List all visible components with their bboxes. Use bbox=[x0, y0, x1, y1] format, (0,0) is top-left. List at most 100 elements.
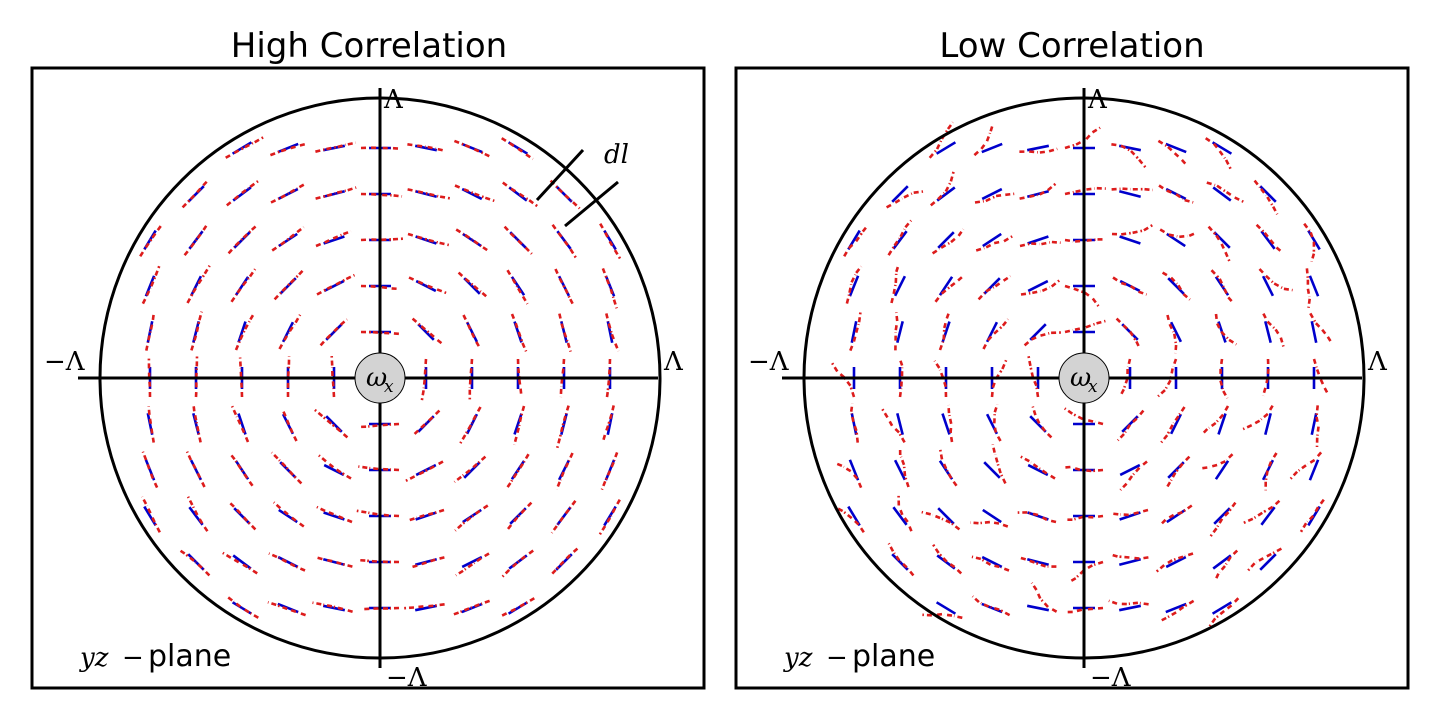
perturbed-segment bbox=[949, 434, 954, 443]
perturbed-segment bbox=[607, 323, 613, 333]
perturbed-segment bbox=[1169, 472, 1177, 482]
perturbed-segment bbox=[1068, 577, 1077, 584]
perturbed-segment bbox=[570, 547, 579, 555]
reference-segment bbox=[1029, 323, 1047, 341]
perturbed-segment bbox=[465, 424, 473, 434]
perturbed-segment bbox=[459, 434, 467, 444]
perturbed-segment bbox=[240, 469, 249, 479]
perturbed-segment bbox=[455, 569, 464, 577]
perturbed-segment bbox=[249, 312, 256, 321]
perturbed-segment bbox=[852, 518, 860, 526]
perturbed-segment bbox=[417, 280, 427, 287]
perturbed-segment bbox=[1144, 187, 1153, 192]
perturbed-segment bbox=[1183, 455, 1191, 464]
perturbed-segment bbox=[285, 467, 294, 476]
perturbed-segment bbox=[468, 379, 472, 388]
perturbed-segment bbox=[907, 523, 913, 532]
perturbed-segment bbox=[222, 551, 232, 559]
perturbed-segment bbox=[1041, 286, 1051, 292]
perturbed-segment bbox=[1222, 405, 1230, 414]
perturbed-segment bbox=[473, 148, 484, 155]
perturbed-segment bbox=[1050, 279, 1061, 288]
perturbed-segment bbox=[312, 601, 322, 606]
perturbed-segment bbox=[601, 434, 607, 443]
perturbed-segment bbox=[1084, 564, 1093, 571]
perturbed-segment bbox=[236, 286, 243, 294]
perturbed-segment bbox=[1138, 290, 1148, 296]
perturbed-segment bbox=[197, 274, 205, 285]
perturbed-segment bbox=[1204, 137, 1213, 144]
perturbed-segment bbox=[481, 292, 489, 299]
perturbed-segment bbox=[985, 132, 992, 142]
perturbed-segment bbox=[278, 459, 287, 468]
perturbed-segment bbox=[572, 201, 581, 210]
perturbed-segment bbox=[913, 190, 924, 194]
perturbed-segment bbox=[950, 280, 958, 288]
perturbed-segment bbox=[240, 514, 249, 522]
perturbed-segment bbox=[1035, 416, 1041, 424]
perturbed-segment bbox=[202, 222, 209, 231]
perturbed-segment bbox=[1119, 388, 1125, 397]
reference-segment bbox=[1118, 190, 1142, 198]
perturbed-segment bbox=[227, 246, 236, 255]
perturbed-segment bbox=[1207, 225, 1217, 235]
perturbed-segment bbox=[550, 525, 558, 534]
perturbed-segment bbox=[1131, 556, 1140, 560]
perturbed-segment bbox=[993, 424, 998, 433]
perturbed-segment bbox=[1029, 193, 1039, 198]
perturbed-segment bbox=[233, 193, 242, 201]
perturbed-segment bbox=[508, 142, 518, 149]
perturbed-segment bbox=[288, 425, 294, 434]
perturbed-segment bbox=[407, 188, 417, 193]
perturbed-segment bbox=[1228, 338, 1238, 346]
perturbed-segment bbox=[436, 556, 445, 561]
reference-segment bbox=[896, 320, 904, 344]
perturbed-segment bbox=[549, 179, 559, 189]
perturbed-segment bbox=[895, 312, 899, 322]
perturbed-segment bbox=[604, 517, 612, 525]
perturbed-segment bbox=[379, 423, 388, 427]
perturbed-segment bbox=[1265, 274, 1274, 284]
perturbed-segment bbox=[154, 523, 161, 533]
vorticity-center-disk bbox=[354, 352, 406, 404]
perturbed-segment bbox=[1111, 512, 1119, 516]
perturbed-segment bbox=[598, 525, 607, 535]
perturbed-segment bbox=[356, 509, 367, 514]
perturbed-segment bbox=[460, 607, 470, 614]
perturbed-segment bbox=[298, 268, 306, 276]
perturbed-segment bbox=[557, 187, 565, 195]
reference-segment bbox=[937, 231, 955, 249]
perturbed-segment bbox=[1119, 555, 1130, 559]
perturbed-segment bbox=[1035, 561, 1047, 568]
perturbed-segment bbox=[424, 465, 435, 473]
perturbed-segment bbox=[557, 232, 565, 241]
perturbed-segment bbox=[1129, 284, 1138, 292]
perturbed-segment bbox=[517, 331, 524, 342]
perturbed-segment bbox=[1029, 367, 1035, 378]
perturbed-segment bbox=[284, 417, 291, 426]
perturbed-segment bbox=[516, 602, 526, 610]
perturbed-segment bbox=[1218, 150, 1226, 160]
perturbed-segment bbox=[1218, 460, 1226, 466]
perturbed-segment bbox=[287, 561, 296, 568]
perturbed-segment bbox=[519, 388, 523, 397]
reference-segment bbox=[850, 320, 858, 344]
plane-label-text: plane bbox=[148, 639, 231, 674]
perturbed-segment bbox=[289, 186, 299, 194]
perturbed-segment bbox=[408, 276, 417, 282]
perturbed-segment bbox=[1263, 231, 1271, 240]
reference-segment bbox=[937, 507, 955, 525]
perturbed-segment bbox=[943, 319, 948, 329]
perturbed-segment bbox=[392, 237, 403, 241]
segment-length-marker-inner bbox=[564, 180, 619, 228]
perturbed-segment bbox=[1306, 514, 1315, 523]
perturbed-segment bbox=[563, 508, 570, 517]
perturbed-segment bbox=[462, 516, 472, 525]
perturbed-segment bbox=[293, 475, 303, 485]
perturbed-segment bbox=[471, 509, 481, 518]
perturbed-segment bbox=[957, 274, 965, 282]
perturbed-segment bbox=[1111, 187, 1121, 191]
perturbed-segment bbox=[1132, 466, 1141, 476]
perturbed-segment bbox=[556, 438, 561, 449]
perturbed-segment bbox=[856, 479, 863, 489]
